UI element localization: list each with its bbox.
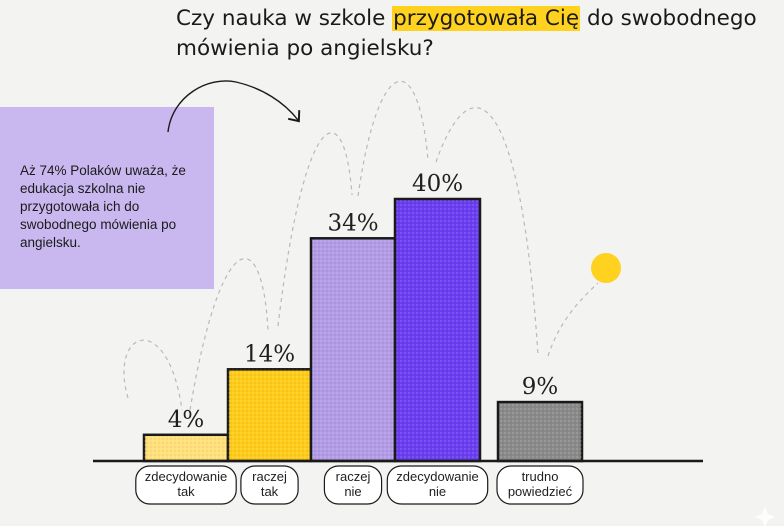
bars: 4% 14% 34% 40% 9% (142, 171, 584, 463)
category-bubble (496, 465, 584, 505)
dashed-arc (435, 107, 539, 356)
dashed-arc (277, 132, 353, 327)
category-label: raczej tak (252, 469, 287, 499)
category-label: raczej nie (336, 469, 371, 499)
category-bubble (240, 465, 299, 505)
title-highlight: przygotowała Cię (392, 6, 581, 31)
category-labels: zdecydowanie tak raczej tak raczej nie zdecydo… (135, 465, 584, 505)
title-end: do swobodnego mówienia po angielsku? (176, 6, 757, 61)
category-label: trudno powiedzieć (508, 469, 573, 499)
bar-texture (228, 369, 311, 461)
value-label: 9% (522, 374, 559, 400)
callout-text: Aż 74% Polaków uważa, że edukacja szkoln… (20, 163, 186, 250)
arrow-icon (167, 80, 301, 133)
category-bubble (323, 465, 383, 505)
bar-texture (395, 199, 480, 461)
category-bubble (135, 465, 237, 505)
bar-texture (311, 238, 395, 461)
dashed-arc (123, 339, 183, 411)
value-label: 34% (327, 210, 378, 236)
dashed-arc (547, 282, 599, 357)
bar-texture (498, 402, 582, 461)
category-label: zdecydowanie tak (145, 469, 227, 499)
value-label: 14% (244, 341, 295, 367)
bar-texture (144, 434, 228, 461)
value-label: 4% (168, 407, 205, 433)
sparkle-icon (755, 507, 775, 526)
yellow-dot (591, 253, 621, 283)
callout-box: Aż 74% Polaków uważa, że edukacja szkoln… (0, 107, 214, 289)
category-label: zdecydowanie nie (396, 469, 478, 499)
title-start: Czy nauka w szkole (176, 6, 393, 31)
value-label: 40% (412, 171, 463, 197)
dashed-arcs (123, 80, 599, 411)
chart-title: Czy nauka w szkole przygotowała Cię do s… (176, 4, 776, 64)
category-bubble (386, 465, 489, 505)
dashed-arc (357, 80, 429, 197)
